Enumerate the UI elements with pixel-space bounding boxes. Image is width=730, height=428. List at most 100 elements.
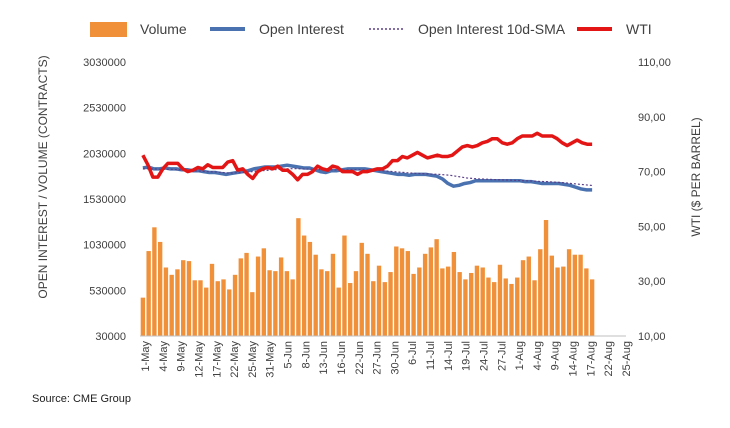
x-tick-label: 1-Aug	[514, 341, 526, 370]
x-tick-label: 9-Aug	[550, 341, 562, 370]
volume-bar	[422, 253, 428, 336]
volume-bar	[468, 272, 474, 336]
left-tick-label: 1030000	[83, 240, 126, 252]
x-tick-label: 6-Jul	[407, 341, 419, 365]
volume-bar	[509, 283, 514, 336]
x-tick-label: 9-May	[176, 341, 188, 372]
volume-bar	[157, 241, 163, 336]
x-tick-label: 4-May	[158, 341, 170, 372]
volume-bar	[584, 268, 589, 336]
legend-open-interest-label: Open Interest	[259, 21, 344, 37]
volume-bar	[152, 227, 157, 336]
volume-bar	[520, 260, 526, 336]
volume-bar	[566, 249, 572, 336]
volume-bar	[192, 280, 197, 336]
volume-bar	[330, 253, 336, 336]
right-tick-label: 70,00	[638, 167, 666, 179]
volume-bar	[365, 253, 370, 336]
left-axis-title: OPEN INTEREST / VOLUME (CONTRACTS)	[36, 55, 50, 298]
volume-bar	[342, 235, 347, 336]
right-tick-label: 30,00	[638, 276, 666, 288]
volume-bar	[474, 265, 480, 336]
x-tick-label: 4-Aug	[532, 341, 544, 370]
volume-bar	[204, 287, 209, 336]
x-tick-label: 27-Jun	[372, 341, 384, 375]
right-tick-label: 90,00	[638, 112, 666, 124]
x-tick-label: 17-May	[211, 341, 223, 378]
volume-bar	[399, 248, 405, 336]
volume-bar	[250, 292, 255, 336]
x-tick-label: 22-May	[229, 341, 241, 378]
volume-bar	[538, 249, 543, 336]
volume-bar	[209, 263, 215, 336]
x-tick-label: 27-Jul	[496, 341, 508, 371]
volume-bar	[359, 242, 364, 336]
volume-bar	[353, 271, 359, 336]
volume-bar	[284, 271, 290, 336]
legend-volume-label: Volume	[140, 21, 187, 37]
left-axis-ticks: 3030000 2530000 2030000 1530000 1030000 53000…	[83, 57, 126, 343]
volume-bar	[267, 270, 272, 336]
volume-bar	[324, 271, 330, 336]
x-tick-label: 25-May	[247, 341, 259, 378]
volume-bar	[411, 273, 416, 336]
right-axis-ticks: 110,00 90,00 70,00 50,00 30,00 10,00	[638, 57, 671, 343]
x-tick-label: 16-Jun	[336, 341, 348, 375]
volume-bar	[319, 269, 324, 336]
volume-bar	[463, 279, 468, 336]
x-tick-label: 13-Jun	[318, 341, 330, 375]
series-lines	[141, 131, 593, 192]
left-tick-label: 1530000	[83, 194, 126, 206]
volume-bar	[146, 251, 151, 336]
volume-bar	[163, 267, 169, 336]
volume-bar	[457, 272, 462, 336]
volume-bar	[238, 258, 243, 336]
x-tick-label: 14-Jul	[443, 341, 455, 371]
x-axis-ticks: 1-May 4-May 9-May 12-May 17-May 22-May 25-May 3…	[140, 341, 633, 378]
legend-sma-label: Open Interest 10d-SMA	[418, 21, 566, 37]
volume-bar	[543, 220, 549, 336]
volume-bar	[215, 281, 220, 336]
volume-bar	[515, 277, 520, 336]
volume-bar	[307, 241, 313, 336]
volume-bar	[336, 287, 341, 336]
volume-bar	[497, 264, 503, 336]
x-tick-label: 1-May	[140, 341, 152, 372]
volume-bar	[405, 251, 411, 336]
left-tick-label: 3030000	[83, 57, 126, 69]
volume-bar	[261, 248, 267, 336]
volume-bar	[526, 256, 531, 336]
volume-bar	[417, 267, 422, 336]
legend: Volume Open Interest Open Interest 10d-S…	[90, 21, 652, 37]
volume-bar	[486, 277, 491, 336]
volume-bar	[186, 261, 192, 336]
volume-bar	[578, 254, 583, 336]
volume-bar	[428, 247, 434, 336]
left-tick-label: 530000	[89, 285, 126, 297]
volume-bar	[290, 279, 295, 336]
volume-bar	[492, 282, 497, 336]
source-note: Source: CME Group	[32, 393, 132, 405]
x-tick-label: 5-Jun	[283, 341, 295, 369]
volume-bar	[388, 272, 393, 336]
x-tick-label: 17-Aug	[585, 341, 597, 376]
volume-bar	[198, 280, 203, 336]
left-tick-label: 30000	[95, 331, 126, 343]
x-tick-label: 30-Jun	[389, 341, 401, 375]
volume-bar	[445, 266, 451, 336]
left-tick-label: 2530000	[83, 103, 126, 115]
volume-bar	[589, 279, 595, 336]
volume-bar	[555, 267, 560, 336]
x-tick-label: 22-Aug	[603, 341, 615, 376]
volume-bar	[169, 274, 174, 336]
x-tick-label: 8-Jun	[300, 341, 312, 369]
x-tick-label: 14-Aug	[568, 341, 580, 376]
right-tick-label: 10,00	[638, 331, 666, 343]
volume-bar	[503, 278, 508, 336]
volume-bar	[313, 254, 318, 336]
volume-bar	[227, 289, 232, 336]
x-tick-label: 12-May	[193, 341, 205, 378]
volume-bar	[278, 257, 284, 336]
